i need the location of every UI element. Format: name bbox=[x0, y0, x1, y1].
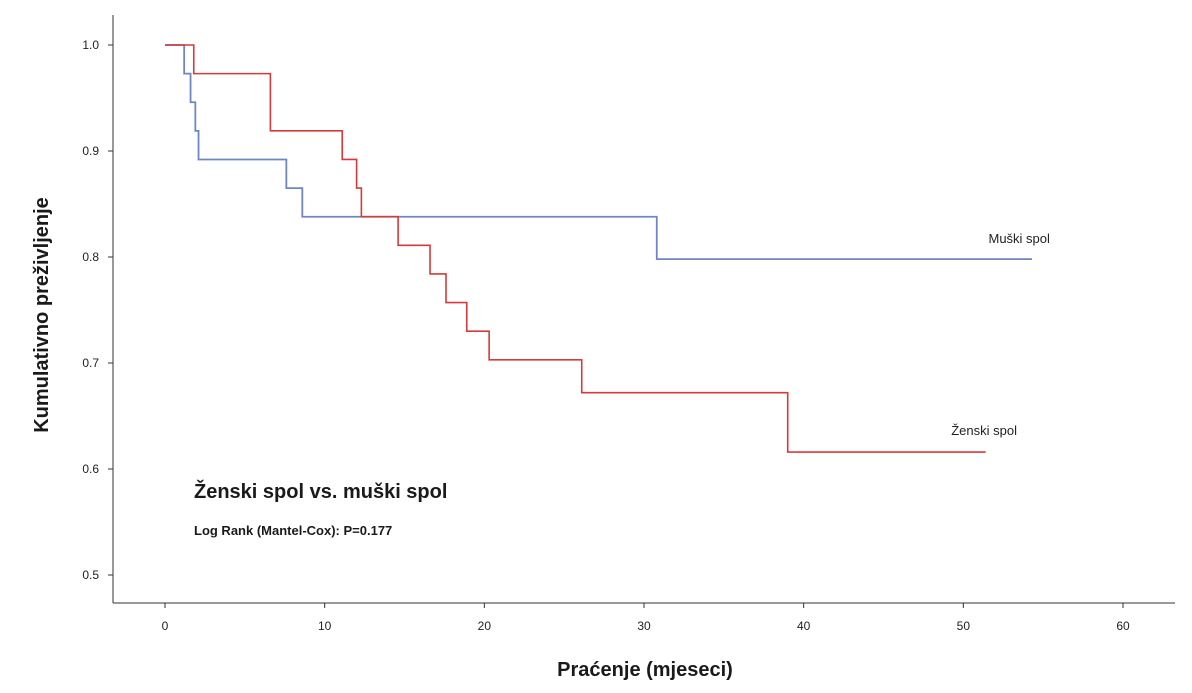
series-line-0 bbox=[165, 44, 1032, 261]
x-tick-label: 40 bbox=[797, 619, 811, 633]
x-tick-label: 10 bbox=[318, 619, 332, 633]
y-tick-label: 0.9 bbox=[82, 144, 99, 158]
y-tick-label: 0.7 bbox=[82, 356, 99, 370]
ticks: 0 10 20 30 40 50 60 0.5 0.6 0.7 0.8 0.9 1.0 bbox=[82, 38, 1130, 633]
log-rank-text: Log Rank (Mantel-Cox): P=0.177 bbox=[194, 523, 392, 538]
y-tick-label: 1.0 bbox=[82, 38, 99, 52]
y-tick-label: 0.8 bbox=[82, 250, 99, 264]
series-line-1 bbox=[165, 44, 986, 453]
series-label-zenski: Ženski spol bbox=[951, 423, 1017, 438]
x-tick-label: 60 bbox=[1116, 619, 1130, 633]
x-tick-label: 50 bbox=[957, 619, 971, 633]
y-axis-title: Kumulativno preživljenje bbox=[31, 197, 53, 433]
series-group bbox=[165, 44, 1032, 453]
axes bbox=[112, 15, 1175, 604]
series-label-muski: Muški spol bbox=[989, 231, 1051, 246]
x-tick-label: 20 bbox=[478, 619, 492, 633]
comparison-title: Ženski spol vs. muški spol bbox=[194, 479, 447, 503]
x-axis-title: Praćenje (mjeseci) bbox=[557, 659, 733, 681]
y-tick-label: 0.6 bbox=[82, 462, 99, 476]
y-tick-label: 0.5 bbox=[82, 568, 99, 582]
x-tick-label: 0 bbox=[162, 619, 169, 633]
x-tick-label: 30 bbox=[637, 619, 651, 633]
